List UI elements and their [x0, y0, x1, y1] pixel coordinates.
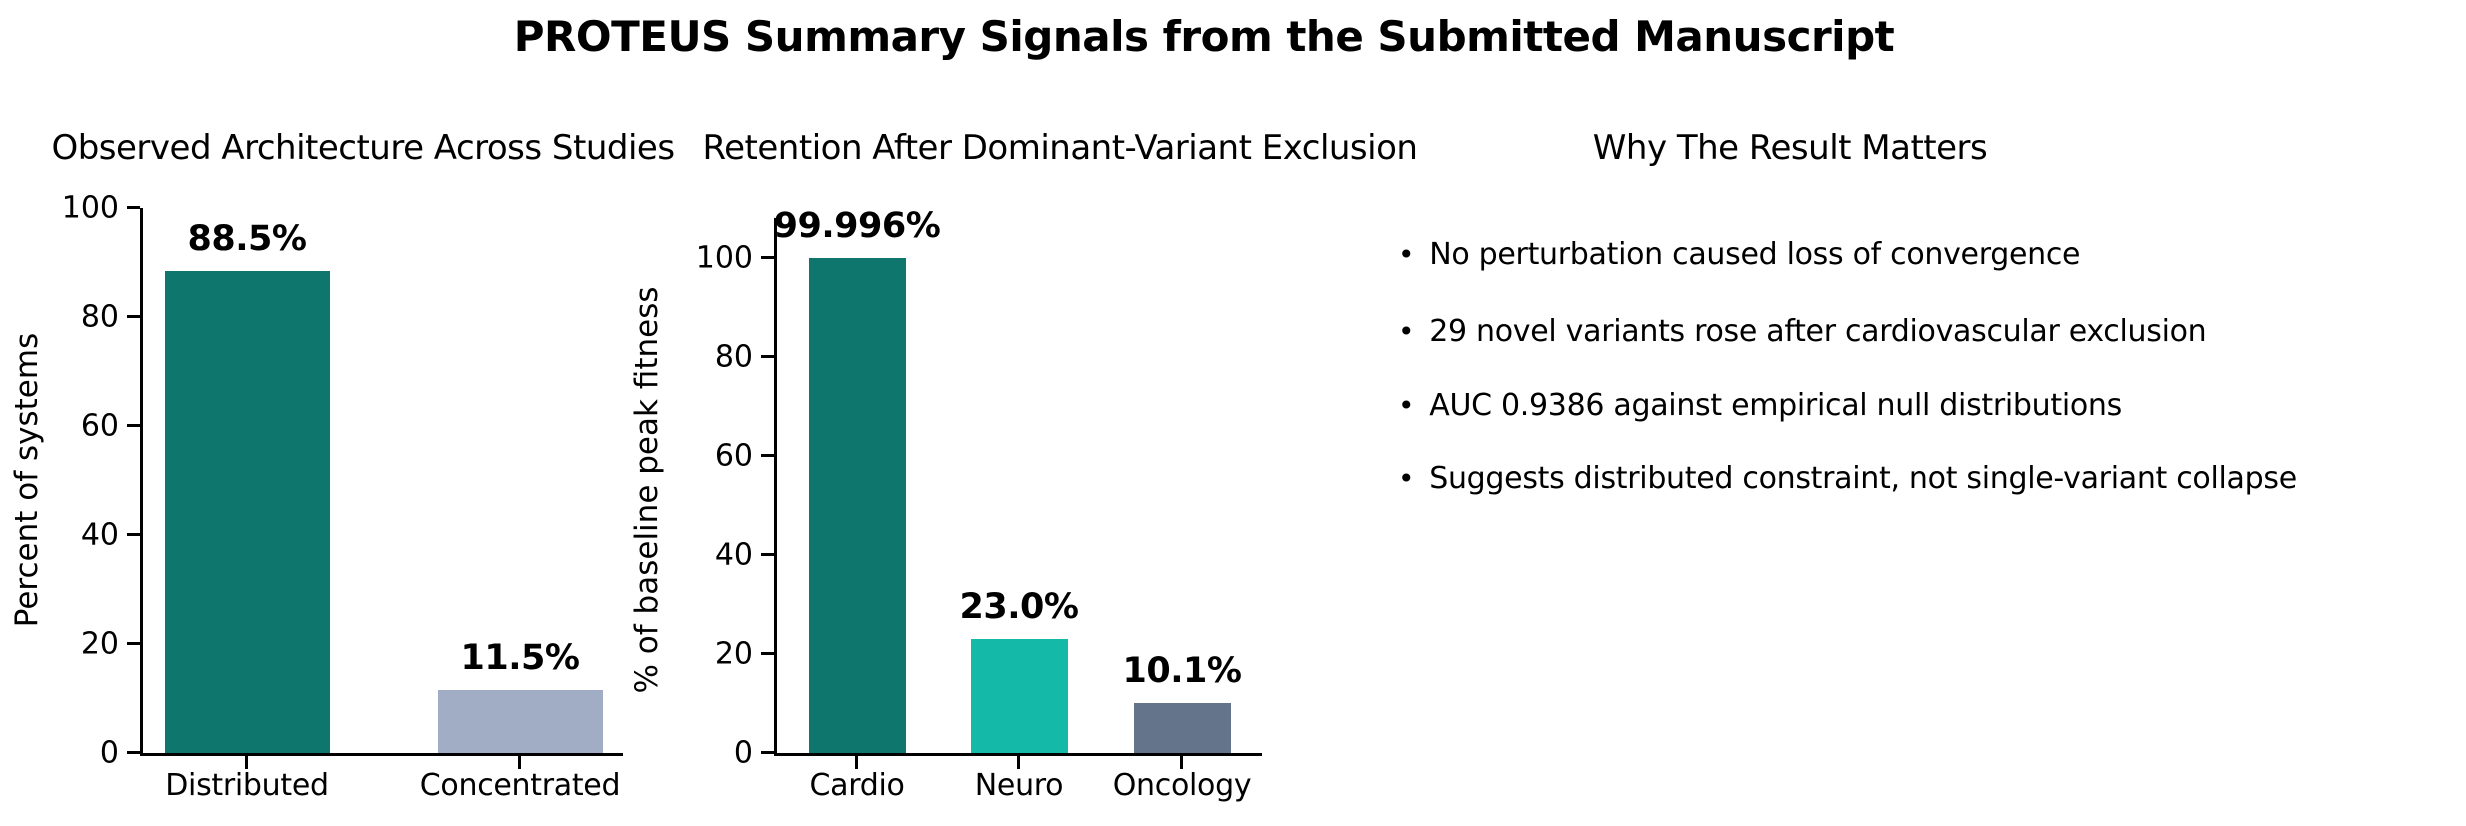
bar-value-label: 88.5%: [187, 219, 307, 259]
bar-neuro: [971, 639, 1068, 753]
y-tick-label: 0: [733, 735, 753, 771]
x-tick-mark: [855, 756, 858, 769]
x-tick-mark: [518, 756, 521, 769]
bar-value-label: 10.1%: [1122, 651, 1242, 691]
bullet-marker: •: [1398, 315, 1415, 348]
x-category-label: Distributed: [165, 768, 329, 803]
y-tick-label: 20: [80, 626, 119, 662]
y-tick-mark: [127, 751, 140, 754]
y-tick-mark: [127, 424, 140, 427]
y-tick-label: 20: [714, 636, 753, 672]
x-category-label: Oncology: [1112, 768, 1252, 803]
y-tick-mark: [127, 315, 140, 318]
chart-title: Retention After Dominant-Variant Exclusi…: [702, 128, 1418, 168]
bullet-item: • 29 novel variants rose after cardiovas…: [1398, 314, 2207, 349]
y-tick-mark: [761, 355, 774, 358]
y-tick-mark: [761, 553, 774, 556]
bullet-marker: •: [1398, 462, 1415, 495]
x-category-label: Cardio: [809, 768, 905, 803]
y-tick-label: 100: [61, 190, 119, 226]
y-tick-mark: [761, 256, 774, 259]
figure-title: PROTEUS Summary Signals from the Submitt…: [513, 12, 1895, 61]
y-tick-label: 80: [714, 339, 753, 375]
x-tick-mark: [245, 756, 248, 769]
chart-title: Observed Architecture Across Studies: [51, 128, 675, 168]
bullet-text: AUC 0.9386 against empirical null distri…: [1429, 388, 2122, 423]
bullet-marker: •: [1398, 238, 1415, 271]
bar-distributed: [165, 271, 330, 753]
x-category-label: Neuro: [974, 768, 1064, 803]
y-axis-label: % of baseline peak fitness: [629, 286, 665, 694]
bullet-item: • No perturbation caused loss of converg…: [1398, 237, 2080, 272]
x-category-label: Concentrated: [419, 768, 621, 803]
bullet-text: No perturbation caused loss of convergen…: [1429, 237, 2081, 272]
y-tick-mark: [127, 533, 140, 536]
bar-concentrated: [438, 690, 603, 753]
y-axis-spine: [774, 218, 777, 756]
x-tick-mark: [1180, 756, 1183, 769]
y-tick-mark: [127, 206, 140, 209]
y-tick-label: 40: [80, 517, 119, 553]
y-tick-mark: [761, 454, 774, 457]
y-tick-label: 40: [714, 537, 753, 573]
bar-value-label: 99.996%: [773, 206, 941, 246]
bullet-marker: •: [1398, 389, 1415, 422]
y-tick-label: 60: [714, 438, 753, 474]
why-panel-title: Why The Result Matters: [1592, 128, 1988, 168]
bullet-text: 29 novel variants rose after cardiovascu…: [1429, 314, 2207, 349]
bar-oncology: [1134, 703, 1231, 753]
y-tick-label: 0: [99, 735, 119, 771]
x-tick-mark: [1017, 756, 1020, 769]
y-axis-spine: [140, 208, 143, 756]
bullet-item: • AUC 0.9386 against empirical null dist…: [1398, 388, 2122, 423]
bar-cardio: [809, 258, 906, 753]
y-tick-label: 100: [695, 240, 753, 276]
bullet-item: • Suggests distributed constraint, not s…: [1398, 461, 2297, 496]
y-tick-mark: [761, 652, 774, 655]
y-tick-label: 80: [80, 299, 119, 335]
bar-value-label: 11.5%: [460, 638, 580, 678]
y-tick-mark: [761, 751, 774, 754]
x-axis-line: [774, 753, 1262, 756]
y-tick-label: 60: [80, 408, 119, 444]
bar-value-label: 23.0%: [959, 587, 1079, 627]
y-tick-mark: [127, 642, 140, 645]
x-axis-line: [140, 753, 623, 756]
bullet-text: Suggests distributed constraint, not sin…: [1429, 461, 2297, 496]
